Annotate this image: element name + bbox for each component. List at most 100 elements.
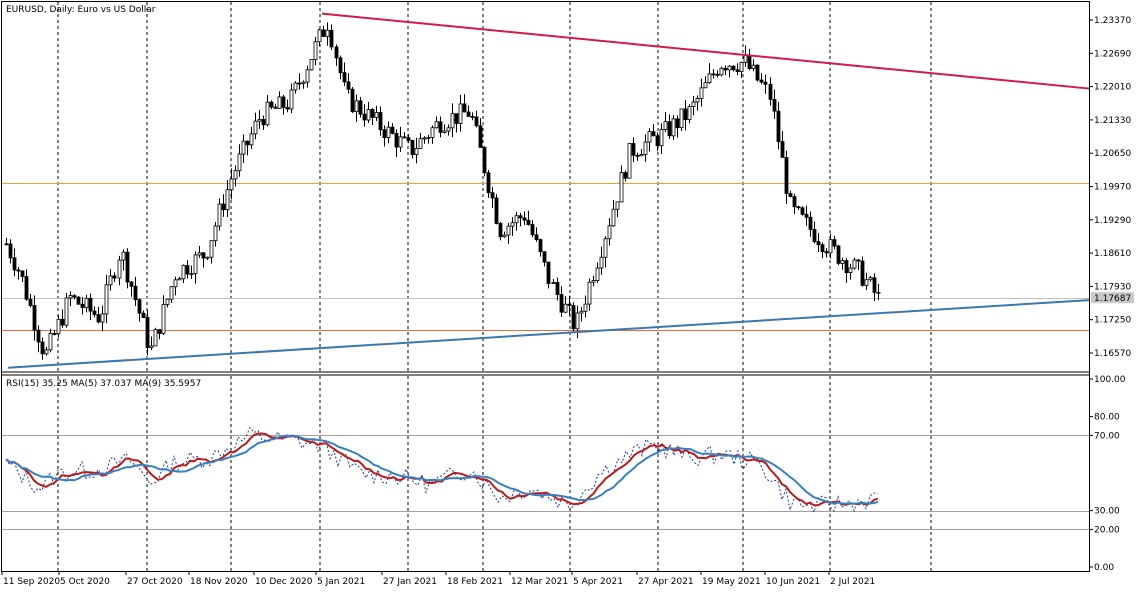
candle-body bbox=[350, 88, 355, 112]
candle-body bbox=[297, 82, 302, 85]
candle-body bbox=[121, 251, 126, 261]
candle-body bbox=[402, 136, 407, 139]
candle-body bbox=[193, 254, 198, 275]
candle-body bbox=[68, 295, 73, 299]
candle-body bbox=[245, 140, 250, 146]
candle-body bbox=[719, 67, 724, 76]
resistance-trendline[interactable] bbox=[321, 12, 1090, 90]
candle-body bbox=[438, 121, 443, 133]
price-axis-label: 1.21330 bbox=[1094, 116, 1131, 126]
candle-body bbox=[8, 243, 13, 259]
candle-body bbox=[40, 341, 45, 355]
chart-title: EURUSD, Daily: Euro vs US Dollar bbox=[6, 5, 156, 15]
candle-body bbox=[683, 108, 688, 121]
candle-body bbox=[478, 125, 483, 148]
candle-body bbox=[860, 260, 865, 286]
candle-body bbox=[358, 100, 363, 115]
candle-body bbox=[486, 172, 491, 194]
rsi-panel[interactable]: RSI(15) 35.25 MA(5) 37.037 MA(9) 35.5957 bbox=[2, 376, 1089, 571]
candle-body bbox=[185, 264, 190, 275]
candle-body bbox=[342, 72, 347, 83]
candle-body bbox=[583, 303, 588, 312]
candle-body bbox=[828, 239, 833, 254]
time-axis-label: 2 Jul 2021 bbox=[830, 577, 875, 587]
candle-body bbox=[48, 333, 53, 351]
candle-body bbox=[627, 143, 632, 179]
candle-body bbox=[699, 87, 704, 99]
candle-body bbox=[117, 259, 122, 279]
candle-body bbox=[848, 267, 853, 273]
price-panel[interactable]: EURUSD, Daily: Euro vs US Dollar bbox=[2, 2, 1090, 371]
candle-body bbox=[313, 41, 318, 60]
candlestick-series bbox=[4, 22, 881, 360]
candle-body bbox=[723, 67, 728, 71]
rsi-axis-label: 0.00 bbox=[1094, 563, 1114, 573]
candle-body bbox=[414, 147, 419, 155]
candle-body bbox=[261, 119, 266, 126]
candle-body bbox=[225, 189, 230, 211]
candle-body bbox=[555, 282, 560, 295]
candle-body bbox=[824, 251, 829, 254]
candle-body bbox=[241, 140, 246, 155]
candle-body bbox=[362, 113, 367, 121]
candle-body bbox=[514, 215, 519, 224]
candle-body bbox=[816, 241, 821, 246]
candle-body bbox=[623, 172, 628, 179]
candle-body bbox=[635, 154, 640, 157]
candle-body bbox=[88, 297, 93, 312]
candle-body bbox=[133, 285, 138, 301]
time-axis-label: 10 Dec 2020 bbox=[255, 577, 313, 587]
time-axis-label: 18 Nov 2020 bbox=[190, 577, 248, 587]
candle-body bbox=[563, 303, 568, 313]
current-price-box bbox=[1091, 292, 1134, 304]
candle-body bbox=[808, 216, 813, 230]
rsi-lines bbox=[5, 426, 879, 514]
candle-body bbox=[305, 69, 310, 83]
support-trendline[interactable] bbox=[7, 299, 1090, 369]
candle-body bbox=[731, 65, 736, 71]
candle-body bbox=[784, 157, 789, 194]
candle-body bbox=[776, 110, 781, 143]
candle-body bbox=[876, 291, 881, 294]
price-axis-label: 1.23370 bbox=[1094, 16, 1131, 26]
time-axis-label: 5 Oct 2020 bbox=[60, 577, 110, 587]
candle-body bbox=[522, 217, 527, 221]
candle-body bbox=[80, 303, 85, 309]
price-axis-label: 1.17250 bbox=[1094, 316, 1131, 326]
candle-body bbox=[20, 270, 25, 278]
rsi-axis-label: 30.00 bbox=[1094, 507, 1120, 517]
time-axis-label: 5 Jan 2021 bbox=[317, 577, 365, 587]
candle-body bbox=[615, 201, 620, 210]
candle-body bbox=[394, 133, 399, 148]
candle-body bbox=[671, 118, 676, 137]
candle-body bbox=[715, 73, 720, 76]
candle-body bbox=[647, 131, 652, 143]
candle-body bbox=[490, 192, 495, 199]
candle-body bbox=[611, 208, 616, 227]
candle-body bbox=[338, 57, 343, 74]
candle-body bbox=[209, 240, 214, 258]
trendlines[interactable] bbox=[7, 12, 1090, 369]
candle-body bbox=[506, 225, 511, 236]
candle-body bbox=[237, 153, 242, 172]
candle-body bbox=[542, 251, 547, 263]
candle-body bbox=[551, 282, 556, 284]
candle-body bbox=[64, 297, 69, 326]
time-axis-label: 18 Feb 2021 bbox=[447, 577, 503, 587]
candle-body bbox=[755, 64, 760, 81]
candle-body bbox=[125, 251, 130, 283]
price-axis[interactable]: 1.23370 1.22690 1.22010 1.21330 1.20650 1.199… bbox=[1089, 16, 1131, 359]
time-axis[interactable]: 11 Sep 2020 5 Oct 2020 27 Oct 2020 18 Nov 2… bbox=[1, 571, 875, 587]
candle-body bbox=[591, 280, 596, 283]
candle-body bbox=[169, 286, 174, 300]
price-axis-label: 1.20650 bbox=[1094, 149, 1131, 159]
candle-body bbox=[317, 29, 322, 43]
candle-body bbox=[253, 120, 258, 135]
candle-body bbox=[325, 29, 330, 37]
candle-body bbox=[153, 329, 158, 347]
horizontal-levels[interactable] bbox=[2, 183, 1089, 331]
candle-body bbox=[538, 239, 543, 253]
candle-body bbox=[229, 178, 234, 191]
candle-body bbox=[727, 65, 732, 71]
